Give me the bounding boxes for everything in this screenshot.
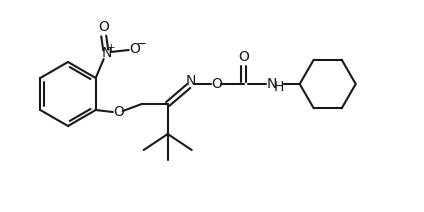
Text: O: O	[238, 50, 249, 64]
Text: N: N	[186, 74, 196, 88]
Text: +: +	[107, 43, 116, 53]
Text: O: O	[113, 105, 124, 119]
Text: N: N	[101, 46, 112, 60]
Text: H: H	[273, 80, 284, 94]
Text: N: N	[267, 77, 277, 91]
Text: O: O	[211, 77, 222, 91]
Text: O: O	[98, 20, 109, 34]
Text: O: O	[129, 42, 140, 56]
Text: −: −	[137, 38, 147, 50]
